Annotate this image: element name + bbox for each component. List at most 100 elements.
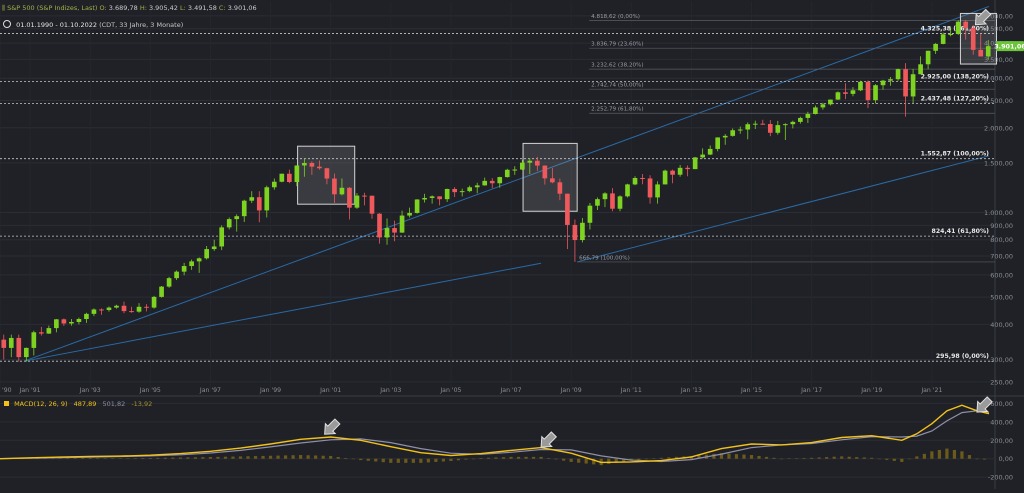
time-tick-label: Jan '21 [920,387,942,394]
macd-histogram-bar [156,457,160,459]
macd-histogram-bar [832,456,836,459]
macd-histogram-bar [697,455,701,459]
candle-body [16,337,22,358]
macd-histogram-bar [885,458,889,460]
macd-histogram-bar [306,455,310,459]
candle-body [948,34,953,36]
candle-body [670,170,675,175]
macd-histogram-bar [614,458,618,463]
macd-histogram-bar [547,458,551,459]
macd-histogram-bar [810,457,814,459]
price-axis[interactable]: 5.000,004.500,004.000,003.500,003.000,00… [984,12,1024,386]
macd-tick-label: -200,00 [988,474,1013,482]
macd-histogram-bar [58,458,62,459]
candle-body [745,124,751,130]
macd-histogram-bar [802,458,806,459]
candle-body [211,246,217,250]
price-tick-label: 400,00 [990,321,1013,329]
date-range[interactable]: 01.01.1990 - 01.10.2022 (CDT, 33 Jahre, … [3,20,183,29]
macd-legend[interactable]: MACD(12, 26, 9) 487,89 501,82 -13,92 [4,400,152,408]
candle-body [39,332,44,334]
candle-body [760,123,766,125]
macd-histogram-bar [757,455,761,459]
macd-histogram-bar [569,458,573,462]
macd-histogram-bar [51,458,55,459]
clock-icon [3,20,11,28]
macd-color-swatch [4,401,9,406]
trendline [23,262,542,362]
fibonacci-retracement-label: 4.818,62 (0,00%) [591,14,640,20]
macd-histogram-bar [471,458,476,460]
fibonacci-level-label: 4.325,38 (161,80%) [921,26,990,33]
macd-histogram-bar [870,457,874,459]
macd-histogram-bar [88,458,92,459]
signal-line [0,410,990,463]
macd-histogram-bar [396,458,400,463]
candle-body [903,69,908,97]
candle-body [722,135,728,138]
macd-histogram-bar [246,456,250,459]
candle-body [256,197,262,211]
candle-body [174,271,179,279]
macd-histogram-bar [930,451,934,459]
candle-body [940,34,946,44]
candle-body [640,177,645,179]
fibonacci-layer: 4.325,38 (161,80%) 2.925,00 (138,20%) 2.43… [0,14,995,362]
macd-histogram-bar [434,458,438,462]
candle-body [835,92,841,100]
candle-body [392,228,397,233]
candle-body [159,286,164,297]
candle-body [970,27,976,50]
fibonacci-retracement-label: 2.742,74 (50,00%) [591,83,643,89]
candle-body [166,278,172,287]
macd-histogram-bar [764,456,769,459]
candle-body [106,307,112,311]
low-value: 3.491,58 [187,4,217,12]
macd-histogram-bar [276,455,280,459]
price-tick-label: 800,00 [990,236,1013,244]
candle-body [264,187,270,211]
candle-body [865,81,871,101]
candle-body [414,199,420,213]
macd-histogram-bar [644,458,648,460]
macd-histogram-bar [133,458,137,459]
macd-histogram-bar [531,456,536,459]
open-label: O: [99,4,107,12]
candle-body [655,184,660,198]
arrow-shape [976,396,993,413]
macd-tick-label: 0,00 [999,455,1013,463]
macd-histogram-bar [779,458,784,460]
macd-histogram-bar [637,458,641,460]
candle-body [332,178,337,195]
macd-histogram-bar [253,456,258,459]
price-tick-label: 900,00 [990,222,1013,230]
candle-body [271,181,277,188]
price-tick-label: 4.500,00 [984,25,1013,33]
macd-histogram-bar [126,458,130,459]
high-value: 3.905,42 [148,4,178,12]
candle-body [918,64,923,75]
candle-body [23,347,29,358]
macd-histogram-bar [727,453,731,459]
date-range-detail: (CDT, 33 Jahre, 3 Monate) [99,21,184,29]
candle-body [700,154,705,158]
candle-body [550,178,555,183]
candle-body [54,319,59,329]
price-tick-label: 1.500,00 [984,159,1013,167]
macd-histogram-bar [351,458,355,460]
price-tick-label: 600,00 [990,271,1013,279]
macd-histogram-bar [81,458,85,459]
candle-body [309,163,315,167]
candle-body [61,319,67,324]
time-axis[interactable]: '90 Jan '91 Jan '93 Jan '95 Jan '97 Jan '99 Ja… [2,387,942,394]
macd-histogram-bar [945,448,949,459]
arrow-shape [974,8,992,26]
macd-histogram-bar [314,455,318,459]
macd-histogram-bar [825,457,829,459]
macd-histogram-bar [795,458,799,459]
macd-histogram-bar [374,458,378,462]
time-tick-label: Jan '97 [199,387,221,394]
trendline [23,5,990,362]
